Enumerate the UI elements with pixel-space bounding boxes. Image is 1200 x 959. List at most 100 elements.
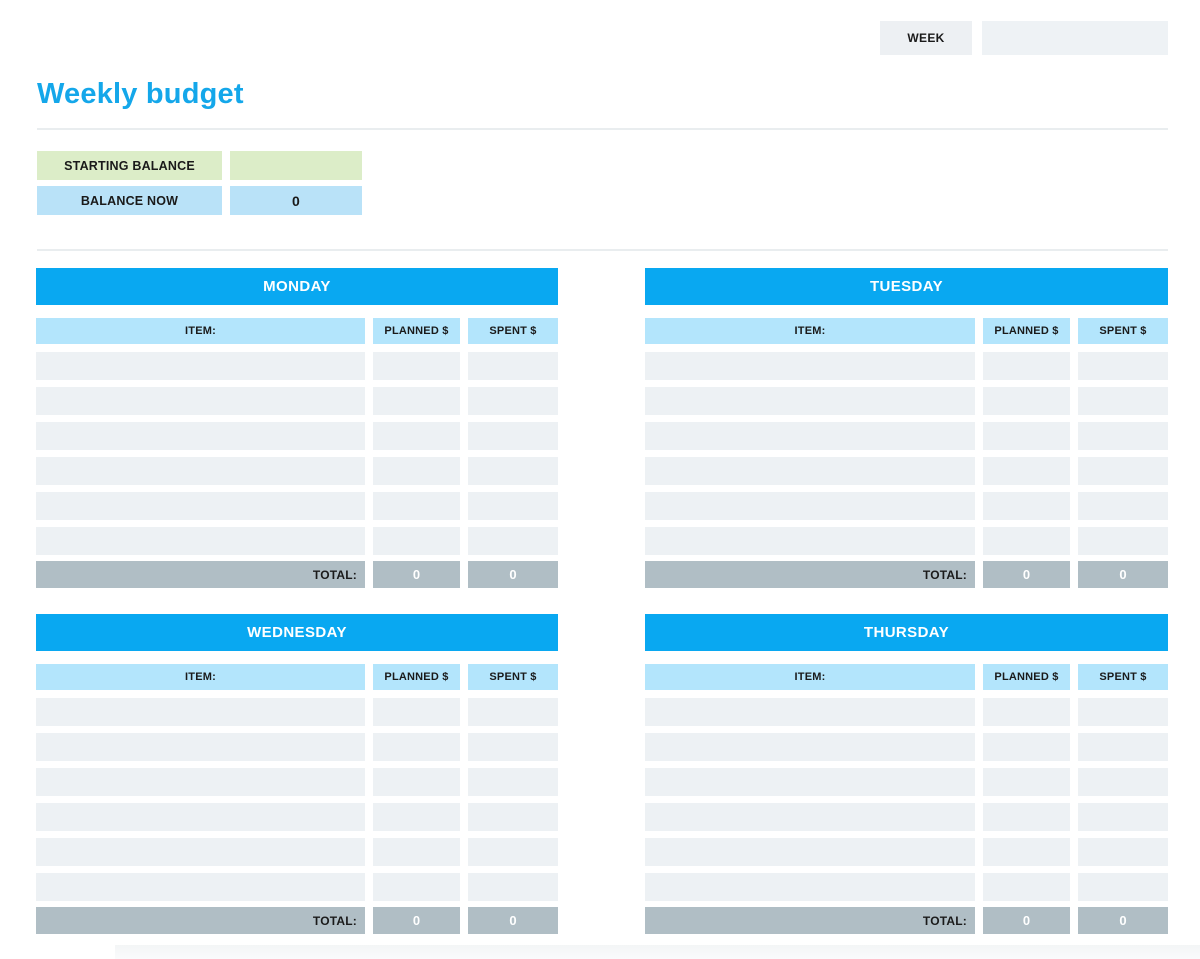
cell-item[interactable] <box>36 768 365 796</box>
day-rows <box>645 698 1168 901</box>
cell-planned[interactable] <box>373 422 460 450</box>
cell-spent[interactable] <box>468 768 558 796</box>
balance-now-label: BALANCE NOW <box>37 186 222 215</box>
total-spent: 0 <box>468 561 558 588</box>
cell-item[interactable] <box>36 527 365 555</box>
cell-planned[interactable] <box>983 838 1070 866</box>
day-table-wednesday: WEDNESDAY ITEM: PLANNED $ SPENT $ TOTAL:… <box>36 614 558 934</box>
cell-spent[interactable] <box>1078 492 1168 520</box>
cell-item[interactable] <box>645 873 975 901</box>
cell-spent[interactable] <box>1078 387 1168 415</box>
planned-column-header: PLANNED $ <box>983 318 1070 344</box>
planned-column-header: PLANNED $ <box>373 664 460 690</box>
cell-item[interactable] <box>36 457 365 485</box>
cell-spent[interactable] <box>468 527 558 555</box>
cell-planned[interactable] <box>373 873 460 901</box>
spent-column-header: SPENT $ <box>468 318 558 344</box>
cell-spent[interactable] <box>1078 838 1168 866</box>
cell-planned[interactable] <box>983 387 1070 415</box>
cell-planned[interactable] <box>373 352 460 380</box>
cell-item[interactable] <box>645 838 975 866</box>
cell-planned[interactable] <box>983 422 1070 450</box>
day-header: TUESDAY <box>645 268 1168 305</box>
cell-planned[interactable] <box>983 803 1070 831</box>
cell-planned[interactable] <box>983 457 1070 485</box>
cell-spent[interactable] <box>468 698 558 726</box>
week-input[interactable] <box>982 21 1168 55</box>
empty-row <box>645 527 1168 555</box>
total-planned: 0 <box>373 907 460 934</box>
day-tables-grid: MONDAY ITEM: PLANNED $ SPENT $ TOTAL: 0 … <box>36 268 1168 934</box>
cell-item[interactable] <box>36 387 365 415</box>
cell-spent[interactable] <box>1078 873 1168 901</box>
cell-item[interactable] <box>36 803 365 831</box>
cell-planned[interactable] <box>983 873 1070 901</box>
cell-planned[interactable] <box>983 768 1070 796</box>
cell-item[interactable] <box>36 698 365 726</box>
cell-item[interactable] <box>645 352 975 380</box>
cell-item[interactable] <box>36 492 365 520</box>
cell-spent[interactable] <box>468 387 558 415</box>
cell-planned[interactable] <box>983 352 1070 380</box>
cell-planned[interactable] <box>373 768 460 796</box>
cell-spent[interactable] <box>468 457 558 485</box>
cell-spent[interactable] <box>1078 803 1168 831</box>
cell-item[interactable] <box>36 733 365 761</box>
cell-item[interactable] <box>645 803 975 831</box>
cell-planned[interactable] <box>983 733 1070 761</box>
cell-spent[interactable] <box>468 733 558 761</box>
cell-item[interactable] <box>645 768 975 796</box>
cell-planned[interactable] <box>373 387 460 415</box>
cell-item[interactable] <box>36 352 365 380</box>
cell-planned[interactable] <box>983 698 1070 726</box>
cell-spent[interactable] <box>1078 457 1168 485</box>
cell-spent[interactable] <box>1078 768 1168 796</box>
cell-item[interactable] <box>645 733 975 761</box>
cell-planned[interactable] <box>983 492 1070 520</box>
cell-spent[interactable] <box>468 492 558 520</box>
total-planned: 0 <box>983 561 1070 588</box>
cell-item[interactable] <box>36 873 365 901</box>
cell-spent[interactable] <box>1078 733 1168 761</box>
cell-spent[interactable] <box>1078 527 1168 555</box>
cell-item[interactable] <box>645 527 975 555</box>
empty-row <box>36 387 558 415</box>
empty-row <box>36 352 558 380</box>
cell-spent[interactable] <box>468 803 558 831</box>
cell-planned[interactable] <box>373 492 460 520</box>
cell-spent[interactable] <box>468 838 558 866</box>
cell-item[interactable] <box>645 698 975 726</box>
cell-planned[interactable] <box>373 527 460 555</box>
divider <box>37 128 1168 130</box>
day-rows <box>645 352 1168 555</box>
cell-item[interactable] <box>36 422 365 450</box>
cell-spent[interactable] <box>1078 698 1168 726</box>
cell-item[interactable] <box>645 457 975 485</box>
cell-spent[interactable] <box>468 873 558 901</box>
cell-spent[interactable] <box>468 422 558 450</box>
cell-item[interactable] <box>645 422 975 450</box>
empty-row <box>36 492 558 520</box>
day-header: MONDAY <box>36 268 558 305</box>
empty-row <box>645 838 1168 866</box>
total-spent: 0 <box>1078 907 1168 934</box>
empty-row <box>645 352 1168 380</box>
cell-spent[interactable] <box>1078 352 1168 380</box>
cell-spent[interactable] <box>1078 422 1168 450</box>
cell-item[interactable] <box>645 492 975 520</box>
item-column-header: ITEM: <box>36 318 365 344</box>
starting-balance-input[interactable] <box>230 151 362 180</box>
cell-planned[interactable] <box>373 838 460 866</box>
cell-planned[interactable] <box>373 803 460 831</box>
cell-planned[interactable] <box>373 698 460 726</box>
empty-row <box>36 457 558 485</box>
cell-item[interactable] <box>645 387 975 415</box>
cell-item[interactable] <box>36 838 365 866</box>
cell-planned[interactable] <box>983 527 1070 555</box>
empty-row <box>36 422 558 450</box>
cell-planned[interactable] <box>373 457 460 485</box>
day-table-tuesday: TUESDAY ITEM: PLANNED $ SPENT $ TOTAL: 0… <box>645 268 1168 588</box>
spent-column-header: SPENT $ <box>1078 664 1168 690</box>
cell-spent[interactable] <box>468 352 558 380</box>
cell-planned[interactable] <box>373 733 460 761</box>
